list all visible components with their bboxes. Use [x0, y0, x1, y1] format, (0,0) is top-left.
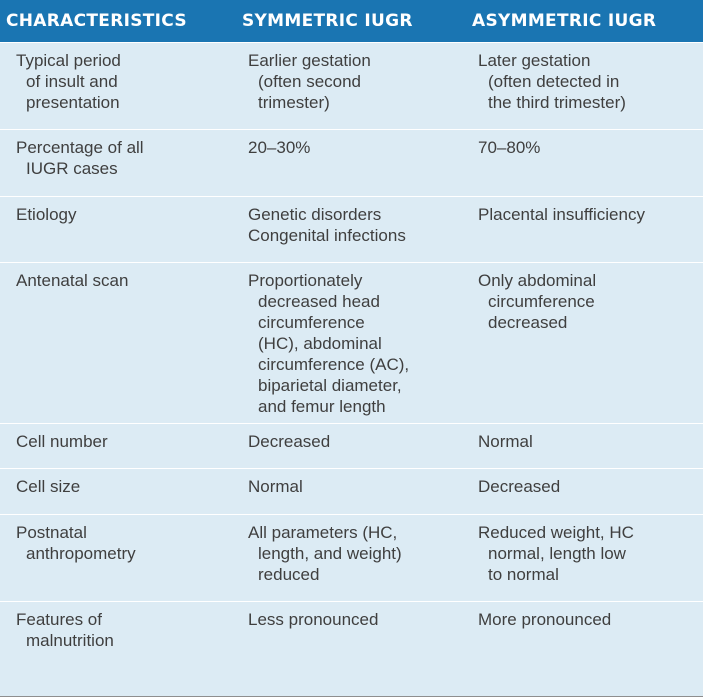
table-row: Percentage of all IUGR cases 20–30% 70–8… — [0, 129, 703, 197]
symmetric-cell: Decreased — [232, 423, 468, 469]
cell-line: Congenital infections — [248, 226, 406, 245]
symmetric-cell: Earlier gestation (often second trimeste… — [232, 42, 468, 130]
table-header: CHARACTERISTICS SYMMETRIC IUGR ASYMMETRI… — [0, 0, 703, 43]
cell-line: Postnatal — [16, 523, 87, 542]
cell-line: biparietal diameter, — [258, 376, 402, 395]
symmetric-cell: 20–30% — [232, 129, 468, 197]
table-row: Cell number Decreased Normal — [0, 423, 703, 469]
characteristic-cell: Typical period of insult and presentatio… — [0, 42, 232, 130]
table-row: Postnatal anthropometry All parameters (… — [0, 514, 703, 602]
cell-line: Only abdominal — [478, 271, 597, 290]
cell-line: Decreased — [478, 477, 561, 496]
cell-line: More pronounced — [478, 610, 612, 629]
cell-line: (HC), abdominal — [258, 334, 382, 353]
symmetric-cell: Proportionately decreased head circumfer… — [232, 262, 468, 424]
header-symmetric-iugr: SYMMETRIC IUGR — [232, 0, 468, 43]
cell-line: All parameters (HC, — [248, 523, 398, 542]
cell-line: IUGR cases — [26, 159, 118, 178]
cell-line: presentation — [26, 93, 120, 112]
cell-line: Normal — [248, 477, 303, 496]
cell-line: Cell number — [16, 432, 108, 451]
cell-line: decreased head — [258, 292, 380, 311]
cell-line: Antenatal scan — [16, 271, 129, 290]
cell-line: (often detected in — [488, 72, 620, 91]
characteristic-cell: Features of malnutrition — [0, 601, 232, 667]
cell-line: Placental insufficiency — [478, 205, 645, 224]
header-characteristics: CHARACTERISTICS — [0, 0, 232, 43]
asymmetric-cell: 70–80% — [468, 129, 703, 197]
asymmetric-cell: More pronounced — [468, 601, 703, 667]
asymmetric-cell: Later gestation (often detected in the t… — [468, 42, 703, 130]
cell-line: Normal — [478, 432, 533, 451]
characteristic-cell: Percentage of all IUGR cases — [0, 129, 232, 197]
header-row: CHARACTERISTICS SYMMETRIC IUGR ASYMMETRI… — [0, 0, 703, 43]
cell-line: circumference (AC), — [258, 355, 410, 374]
asymmetric-cell: Decreased — [468, 468, 703, 515]
cell-line: and femur length — [258, 397, 386, 416]
cell-line: length, and weight) — [258, 544, 402, 563]
cell-line: circumference — [258, 313, 365, 332]
table-row: Etiology Genetic disorders Congenital in… — [0, 196, 703, 263]
symmetric-cell: Less pronounced — [232, 601, 468, 667]
cell-line: 20–30% — [248, 138, 311, 157]
cell-line: Typical period — [16, 51, 121, 70]
characteristic-cell: Etiology — [0, 196, 232, 263]
cell-line: normal, length low — [488, 544, 626, 563]
symmetric-cell: Genetic disorders Congenital infections — [232, 196, 468, 263]
table-row: Antenatal scan Proportionately decreased… — [0, 262, 703, 424]
cell-line: circumference — [488, 292, 595, 311]
asymmetric-cell: Normal — [468, 423, 703, 469]
characteristic-cell: Postnatal anthropometry — [0, 514, 232, 602]
cell-line: anthropometry — [26, 544, 136, 563]
cell-line: decreased — [488, 313, 568, 332]
cell-line: Features of — [16, 610, 102, 629]
cell-line: Earlier gestation — [248, 51, 371, 70]
cell-line: Cell size — [16, 477, 81, 496]
asymmetric-cell: Reduced weight, HC normal, length low to… — [468, 514, 703, 602]
symmetric-cell: All parameters (HC, length, and weight) … — [232, 514, 468, 602]
cell-line: Percentage of all — [16, 138, 144, 157]
cell-line: to normal — [488, 565, 559, 584]
cell-line: reduced — [258, 565, 320, 584]
table-row: Typical period of insult and presentatio… — [0, 42, 703, 130]
cell-line: malnutrition — [26, 631, 114, 650]
cell-line: Reduced weight, HC — [478, 523, 634, 542]
characteristic-cell: Cell size — [0, 468, 232, 515]
cell-line: trimester) — [258, 93, 330, 112]
cell-line: Less pronounced — [248, 610, 379, 629]
cell-line: Decreased — [248, 432, 331, 451]
cell-line: of insult and — [26, 72, 118, 91]
table-body: Typical period of insult and presentatio… — [0, 42, 703, 667]
asymmetric-cell: Only abdominal circumference decreased — [468, 262, 703, 424]
cell-line: 70–80% — [478, 138, 541, 157]
cell-line: (often second — [258, 72, 362, 91]
header-asymmetric-iugr: ASYMMETRIC IUGR — [468, 0, 703, 43]
cell-line: Later gestation — [478, 51, 591, 70]
comparison-table: CHARACTERISTICS SYMMETRIC IUGR ASYMMETRI… — [0, 0, 703, 667]
table-row: Features of malnutrition Less pronounced… — [0, 601, 703, 667]
table-row: Cell size Normal Decreased — [0, 468, 703, 515]
cell-line: Proportionately — [248, 271, 363, 290]
characteristic-cell: Cell number — [0, 423, 232, 469]
characteristic-cell: Antenatal scan — [0, 262, 232, 424]
cell-line: the third trimester) — [488, 93, 626, 112]
cell-line: Etiology — [16, 205, 77, 224]
cell-line: Genetic disorders — [248, 205, 382, 224]
symmetric-cell: Normal — [232, 468, 468, 515]
asymmetric-cell: Placental insufficiency — [468, 196, 703, 263]
